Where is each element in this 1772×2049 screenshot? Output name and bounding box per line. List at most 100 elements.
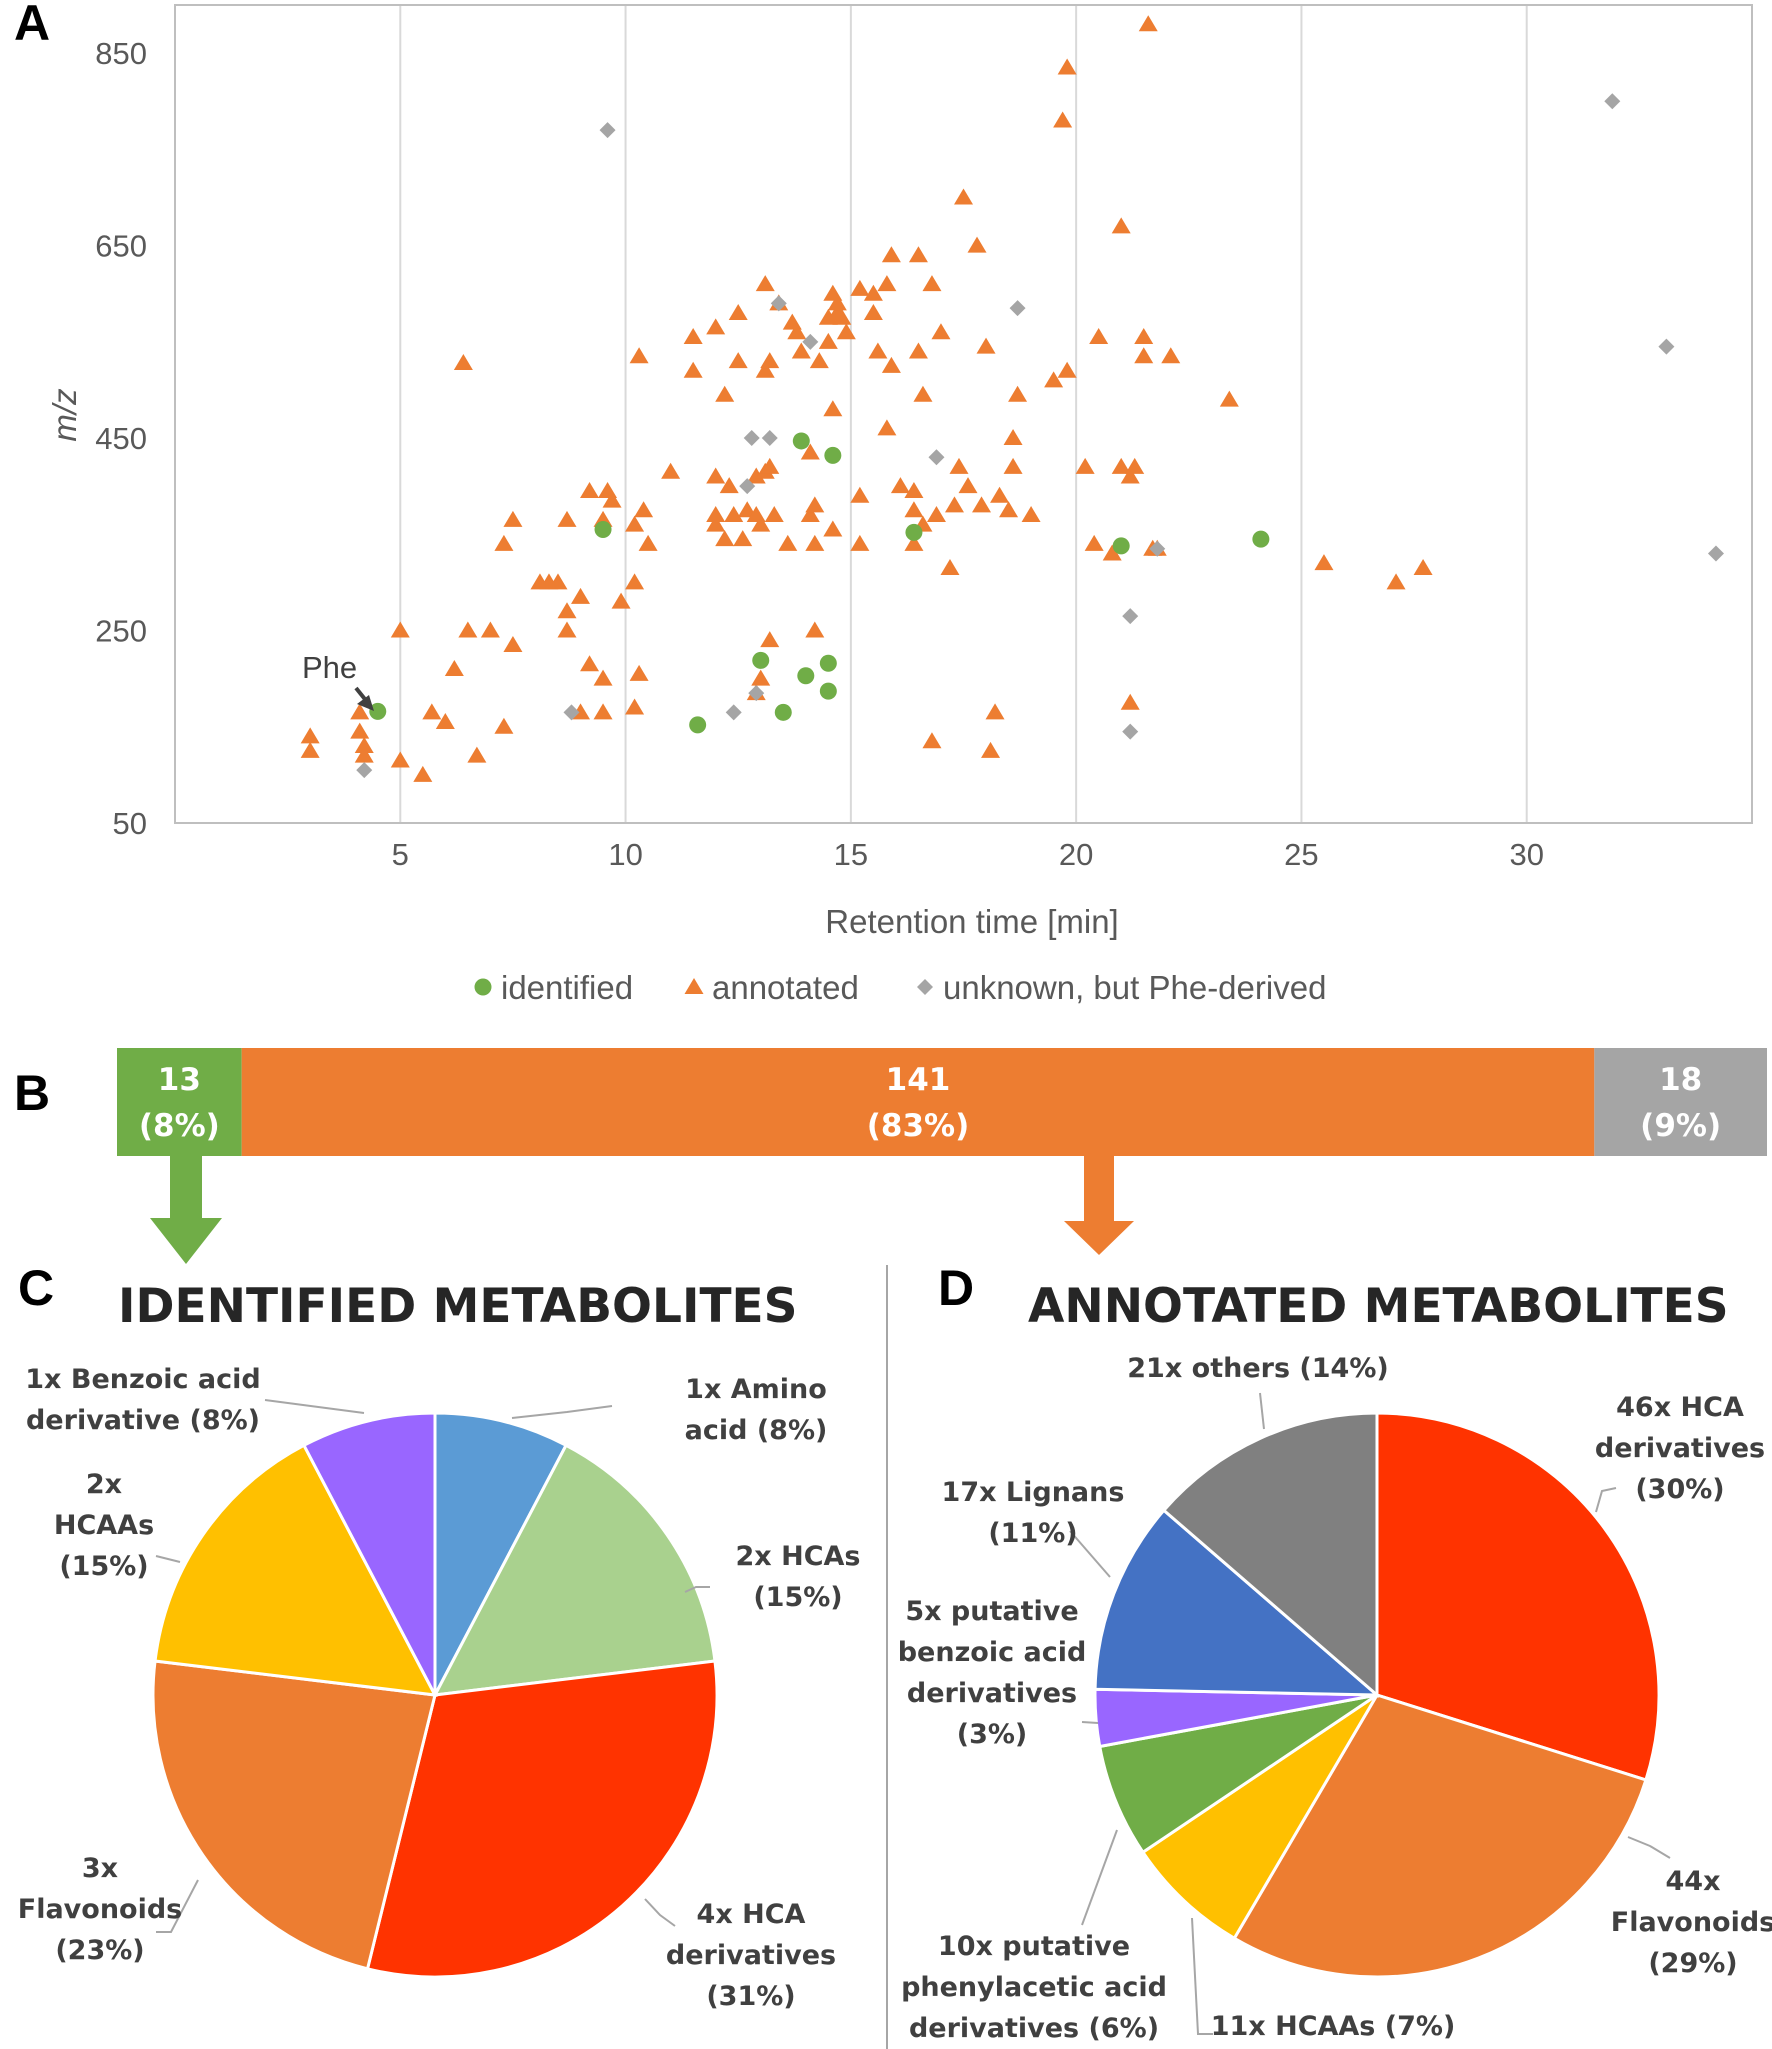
identified-point xyxy=(1112,537,1130,555)
identified-point xyxy=(594,520,612,538)
pie-leader-line xyxy=(1191,1917,1213,2035)
annotated-point xyxy=(805,621,825,638)
annotated-point xyxy=(760,352,780,369)
pie-slice-label: 4x HCA derivatives (31%) xyxy=(666,1899,836,2012)
pie-leader-line xyxy=(156,1879,199,1933)
annotated-point xyxy=(728,303,748,320)
annotated-point xyxy=(557,602,577,619)
annotated-pie-title: ANNOTATED METABOLITES xyxy=(1028,1279,1729,1334)
annotated-point xyxy=(1120,467,1140,484)
annotated-point xyxy=(719,477,739,494)
annotated-point xyxy=(863,284,883,301)
annotated-point xyxy=(715,530,735,547)
annotated-point xyxy=(422,703,442,720)
pie-slice-label: 10x putative phenylacetic acid derivatives… xyxy=(901,1931,1167,2044)
pie-leader-line xyxy=(155,1555,181,1563)
annotated-pie: 46x HCA derivatives (30%) 44x Flavonoids (29%… xyxy=(898,1353,1772,2044)
pie-leader-line xyxy=(511,1405,613,1419)
annotated-point xyxy=(683,328,703,345)
annotated-point xyxy=(868,342,888,359)
pie-leader-line xyxy=(1081,1721,1099,1724)
annotated-point xyxy=(390,751,410,768)
annotated-point xyxy=(634,501,654,518)
x-tick-label: 5 xyxy=(392,837,409,872)
pie-slice-label: 3x Flavonoids (23%) xyxy=(18,1853,183,1966)
pie-slice xyxy=(432,1443,717,1697)
annotated-point xyxy=(877,419,897,436)
annotated-point xyxy=(413,765,433,782)
pie-slice-label: 2x HCAAs (15%) xyxy=(54,1469,154,1582)
annotated-point xyxy=(1138,15,1158,32)
unknown-point xyxy=(1149,540,1166,557)
identified-point xyxy=(689,716,707,734)
unknown-point xyxy=(1707,545,1724,562)
annotated-point xyxy=(1125,457,1145,474)
annotated-point xyxy=(1161,347,1181,364)
annotated-point xyxy=(985,703,1005,720)
y-tick-label: 250 xyxy=(95,614,147,649)
plot-area-border xyxy=(174,4,1753,824)
annotated-point xyxy=(1314,554,1334,571)
annotated-point xyxy=(571,587,591,604)
annotated-point xyxy=(1003,429,1023,446)
pie-slice-label: 44x Flavonoids (29%) xyxy=(1611,1866,1772,1979)
arrow-to-identified xyxy=(150,1153,222,1264)
pie-slice xyxy=(151,1659,437,1971)
annotated-point xyxy=(990,486,1010,503)
bar-count-label: 18 xyxy=(1659,1062,1702,1098)
identified-point xyxy=(819,654,837,672)
unknown-point xyxy=(748,685,765,702)
annotated-point xyxy=(1134,347,1154,364)
annotated-point xyxy=(557,621,577,638)
annotated-point xyxy=(908,342,928,359)
panel-letter-d: D xyxy=(938,1260,974,1316)
annotated-point xyxy=(958,477,978,494)
annotated-point xyxy=(354,737,374,754)
annotated-point xyxy=(1111,217,1131,234)
bar-percent-label: (9%) xyxy=(1640,1108,1721,1144)
annotated-point xyxy=(922,275,942,292)
annotated-point xyxy=(1219,390,1239,407)
annotated-point xyxy=(625,573,645,590)
annotated-point xyxy=(944,496,964,513)
identified-point xyxy=(792,432,810,450)
annotated-point xyxy=(972,496,992,513)
annotated-point xyxy=(904,501,924,518)
annotated-point xyxy=(908,246,928,263)
y-tick-label: 850 xyxy=(95,36,147,71)
annotated-point xyxy=(1075,457,1095,474)
annotated-point xyxy=(949,457,969,474)
annotated-point xyxy=(1089,328,1109,345)
x-tick-label: 15 xyxy=(834,837,868,872)
pie-leader-line xyxy=(1595,1487,1617,1513)
annotated-point xyxy=(1057,361,1077,378)
annotated-point xyxy=(467,746,487,763)
legend-label: identified xyxy=(501,969,633,1006)
annotated-point xyxy=(764,506,784,523)
x-tick-label: 10 xyxy=(608,837,642,872)
bar-segment-1 xyxy=(241,1048,1595,1156)
annotated-point xyxy=(940,558,960,575)
annotated-point xyxy=(593,703,613,720)
annotated-point xyxy=(751,669,771,686)
pie-leader-line xyxy=(1069,1530,1111,1578)
annotated-point xyxy=(836,323,856,340)
annotated-point xyxy=(904,481,924,498)
pie-slice-label: 5x putative benzoic acid derivatives (3%) xyxy=(898,1596,1087,1750)
annotated-point xyxy=(1413,558,1433,575)
annotated-point xyxy=(755,361,775,378)
unknown-point xyxy=(928,449,945,466)
identified-point xyxy=(819,682,837,700)
annotated-point xyxy=(800,506,820,523)
annotated-point xyxy=(557,510,577,527)
stacked-bar: 13 (8%) 141 (83%) 18 (9%) xyxy=(117,1048,1767,1156)
pie-slice xyxy=(301,1411,437,1696)
annotated-point xyxy=(800,443,820,460)
bar-count-label: 141 xyxy=(886,1062,951,1098)
annotated-point xyxy=(1120,693,1140,710)
annotated-point xyxy=(1044,371,1064,388)
pie-slice-label: 1x Amino acid (8%) xyxy=(685,1374,828,1446)
annotated-point xyxy=(805,534,825,551)
pie-slice xyxy=(153,1443,438,1697)
legend-marker-2 xyxy=(917,979,933,995)
